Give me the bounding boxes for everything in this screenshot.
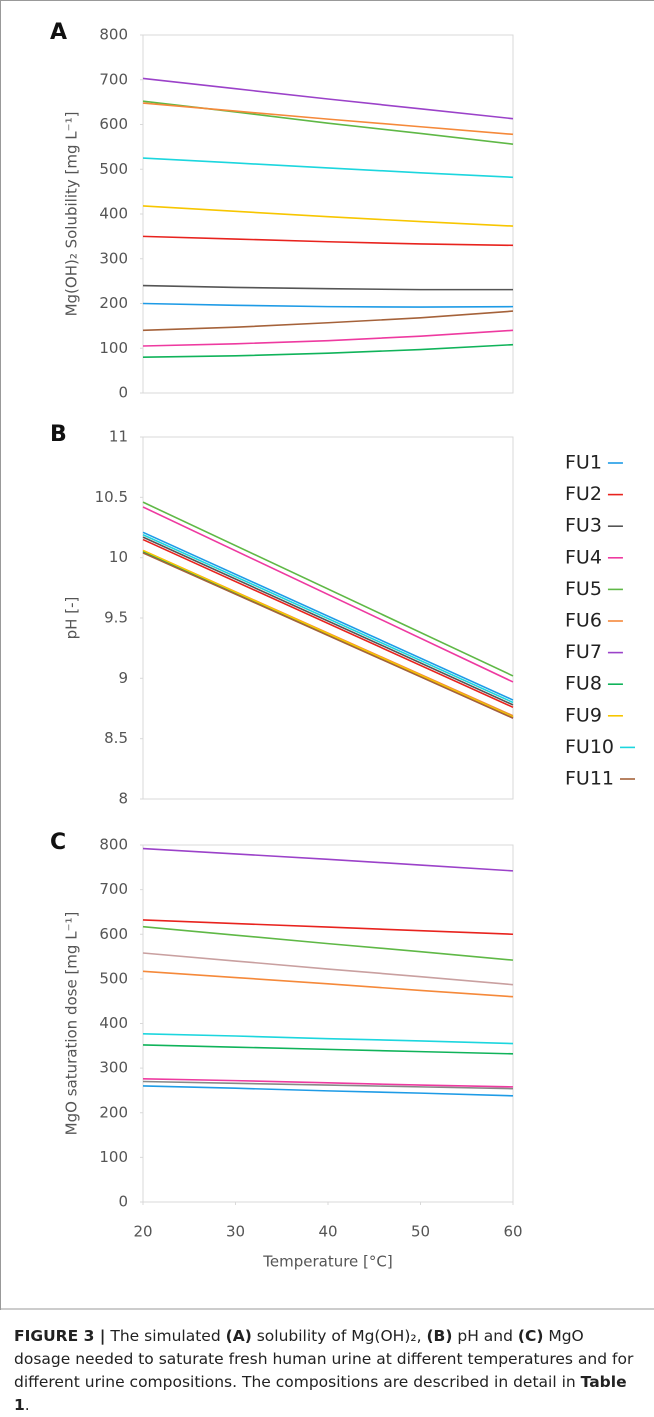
y-tick-label: 9.5 [104,609,128,627]
panel-label: A [50,20,67,45]
y-axis-label: MgO saturation dose [mg L⁻¹] [63,912,81,1136]
plot-frame [142,34,514,394]
series-line [142,919,514,936]
x-axis-label: Temperature [°C] [262,1253,392,1271]
series-line [142,1032,514,1045]
y-axis-label: pH [-] [63,597,81,640]
y-tick-label: 700 [99,880,128,898]
y-tick-label: 0 [118,384,128,402]
series-line [142,1078,514,1088]
caption-text: solubility of Mg(OH)₂, [251,1327,427,1345]
caption-text: The simulated [105,1327,226,1345]
y-tick-label: 800 [99,836,128,854]
y-tick-label: 8.5 [104,729,128,747]
x-tick-label: 30 [226,1223,245,1241]
legend-label: FU6 [565,610,602,632]
series-line [142,847,514,872]
legend-label: FU3 [565,515,602,537]
caption-text: (C) [517,1327,544,1345]
y-axis-label: Mg(OH)₂ Solubility [mg L⁻¹] [63,112,81,317]
y-tick-label: 600 [99,115,128,133]
series-line [142,102,514,136]
y-tick-label: 700 [99,70,128,88]
x-tick-label: 60 [503,1223,522,1241]
y-tick-label: 0 [118,1193,128,1211]
y-tick-label: 400 [99,1014,128,1032]
plot-frame [142,844,514,1203]
y-tick-label: 400 [99,205,128,223]
y-tick-label: 800 [99,26,128,44]
y-tick-label: 200 [99,294,128,312]
series-line [142,536,514,706]
y-tick-label: 10 [109,548,128,566]
legend-label: FU2 [565,483,602,505]
series-line [142,329,514,347]
series-line [142,970,514,998]
caption: FIGURE 3 | The simulated (A) solubility … [14,1325,644,1417]
series-line [142,77,514,120]
y-tick-label: 500 [99,160,128,178]
y-tick-label: 600 [99,925,128,943]
series-line [142,235,514,247]
caption-text: . [24,1396,30,1414]
x-tick-label: 20 [133,1223,152,1241]
series-line [142,531,514,701]
series-line [142,538,514,709]
panel-label: B [50,422,67,447]
caption-text: MgO dosage needed to saturate fresh huma… [14,1327,634,1391]
legend-label: FU7 [565,641,602,663]
y-tick-label: 100 [99,1148,128,1166]
legend-label: FU11 [565,768,614,790]
caption-text: (A) [225,1327,252,1345]
legend-label: FU9 [565,704,602,726]
caption-text: FIGURE 3 | [14,1327,106,1345]
series-line [142,534,514,704]
series-line [142,1044,514,1055]
series-line [142,506,514,683]
legend-label: FU1 [565,452,602,474]
legend-label: FU8 [565,673,602,695]
y-tick-label: 300 [99,1059,128,1077]
legend-label: FU5 [565,578,602,600]
series-line [142,284,513,291]
y-tick-label: 11 [109,428,128,446]
y-tick-label: 9 [118,669,128,687]
x-tick-label: 40 [318,1223,337,1241]
series-line [142,302,514,308]
series-line [142,1080,514,1090]
series-line [142,1085,514,1097]
y-tick-label: 100 [99,339,128,357]
series-line [142,343,514,358]
series-line [142,310,514,332]
y-tick-label: 8 [118,790,128,808]
caption-text: (B) [426,1327,453,1345]
y-tick-label: 500 [99,969,128,987]
series-line [142,549,514,718]
series-line [142,205,514,227]
y-tick-label: 300 [99,249,128,267]
y-tick-label: 10.5 [95,488,128,506]
y-tick-label: 200 [99,1103,128,1121]
caption-text: Table 1 [14,1373,627,1414]
series-line [142,952,514,986]
series-line [142,501,514,677]
legend-label: FU10 [565,736,614,758]
x-tick-label: 50 [411,1223,430,1241]
series-line [142,552,514,719]
panel-label: C [50,830,66,855]
series-line [142,925,514,961]
series-line [142,157,514,179]
legend-label: FU4 [565,546,602,568]
caption-text: pH and [452,1327,518,1345]
